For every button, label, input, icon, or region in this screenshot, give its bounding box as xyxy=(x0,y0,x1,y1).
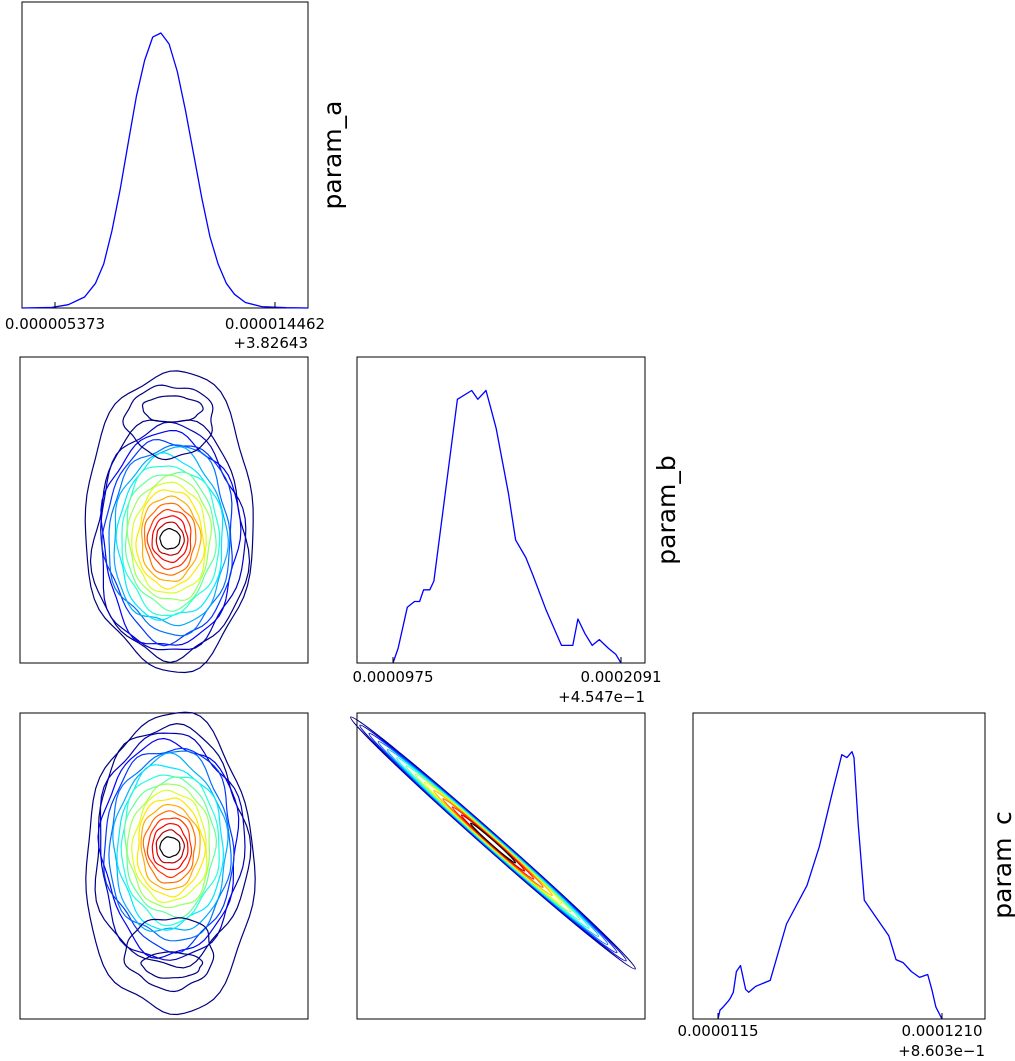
axes-marginal-param-a xyxy=(21,1,309,309)
contour-level-9 xyxy=(126,474,213,601)
contour-level-3 xyxy=(377,740,609,946)
contour-set-0 xyxy=(84,370,254,674)
xoffset-param-c: +8.603e−1 xyxy=(898,1042,985,1060)
contour-level-16 xyxy=(155,521,185,556)
contour-level-5 xyxy=(396,757,590,929)
side-lobe-outer xyxy=(122,384,214,461)
contour-level-11 xyxy=(135,489,206,590)
axes-marginal-param-c xyxy=(692,712,986,1020)
param-label-c: param_c xyxy=(988,811,1015,918)
axes-joint-2 xyxy=(356,712,646,1020)
contour-set-1 xyxy=(85,711,256,1016)
contour-level-7 xyxy=(120,774,220,927)
contour-level-3 xyxy=(103,747,235,954)
contour-level-15 xyxy=(151,515,189,563)
xoffset-param-a: +3.82643 xyxy=(233,334,308,352)
axes-joint-0 xyxy=(19,356,309,664)
contour-level-8 xyxy=(123,776,218,919)
axes-marginal-param-b xyxy=(356,356,646,664)
xtick-label-param-c-low: 0.0000115 xyxy=(677,1022,758,1040)
contour-level-7 xyxy=(414,773,572,913)
contour-level-13 xyxy=(143,502,197,576)
contour-level-12 xyxy=(140,803,201,891)
contour-level-5 xyxy=(113,446,229,627)
side-lobe-inner xyxy=(140,951,204,979)
axes-joint-1 xyxy=(19,712,309,1020)
xtick-label-param-c-high: 0.0001210 xyxy=(901,1022,982,1040)
xtick-label-param-a-low: 0.000005373 xyxy=(5,315,105,333)
contour-level-14 xyxy=(146,817,193,879)
contour-level-10 xyxy=(442,798,544,888)
xtick-label-param-a-high: 0.000014462 xyxy=(225,315,325,333)
density-line-param-a xyxy=(21,32,309,309)
contour-level-0 xyxy=(350,716,636,970)
contour-level-7 xyxy=(121,465,221,617)
xtick-label-param-b-high: 0.0002091 xyxy=(580,668,661,686)
contour-level-2 xyxy=(97,737,240,959)
contour-level-2 xyxy=(368,732,618,954)
contour-level-10 xyxy=(131,481,207,594)
contour-level-6 xyxy=(115,452,224,621)
contour-level-14 xyxy=(146,508,192,570)
contour-level-0 xyxy=(89,419,251,664)
param-label-b: param_b xyxy=(652,455,681,565)
contour-level-11 xyxy=(451,806,535,880)
param-label-a: param_a xyxy=(318,101,347,210)
contour-level-11 xyxy=(136,797,206,898)
contour-level-12 xyxy=(140,495,202,583)
contour-outermost xyxy=(84,370,254,674)
contour-level-5 xyxy=(112,752,229,932)
contour-level-16 xyxy=(155,829,186,864)
contour-level-1 xyxy=(99,732,246,961)
contour-level-4 xyxy=(108,750,232,942)
contour-outermost xyxy=(85,711,256,1016)
contour-level-15 xyxy=(151,822,189,871)
contour-level-6 xyxy=(116,764,225,931)
contour-level-17 xyxy=(159,836,181,859)
contour-level-8 xyxy=(124,471,217,612)
density-line-param-b xyxy=(392,389,622,664)
contour-level-4 xyxy=(108,444,231,637)
xtick-label-param-b-low: 0.0000975 xyxy=(352,668,433,686)
contour-level-9 xyxy=(126,783,211,909)
contour-level-12 xyxy=(460,814,526,872)
side-lobe-inner xyxy=(141,395,204,423)
contour-level-9 xyxy=(433,789,553,897)
side-lobe-outer xyxy=(123,917,215,993)
contour-set-2 xyxy=(350,716,636,970)
contour-level-6 xyxy=(405,765,581,921)
contour-level-1 xyxy=(359,724,627,962)
density-line-param-c xyxy=(717,751,943,1020)
contour-level-3 xyxy=(101,438,233,647)
contour-level-13 xyxy=(142,810,197,884)
contour-level-17 xyxy=(159,528,181,550)
contour-level-13 xyxy=(469,822,517,864)
contour-level-10 xyxy=(131,789,208,904)
xoffset-param-b: +4.547e−1 xyxy=(558,688,645,706)
